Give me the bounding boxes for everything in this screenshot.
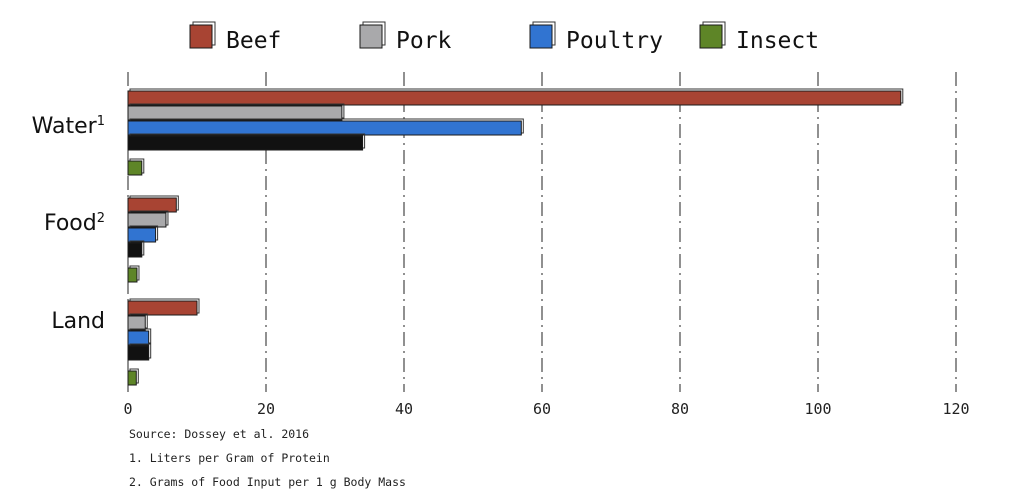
note-1: Source: Dossey et al. 2016 bbox=[129, 427, 309, 441]
note-3: 2. Grams of Food Input per 1 g Body Mass bbox=[129, 475, 406, 489]
bar-food-insect bbox=[127, 267, 138, 283]
legend-label-poultry: Poultry bbox=[566, 28, 663, 54]
note-2: 1. Liters per Gram of Protein bbox=[129, 451, 330, 465]
bar-land-insect bbox=[127, 370, 137, 386]
legend-label-pork: Pork bbox=[396, 28, 452, 54]
legend-swatch-beef bbox=[189, 24, 213, 49]
legend-swatch-pork bbox=[359, 24, 383, 49]
legend-swatch-poultry bbox=[529, 24, 553, 49]
x-tick-label-20: 20 bbox=[257, 400, 275, 418]
category-label-water: Water1 bbox=[32, 114, 105, 139]
bars bbox=[127, 88, 904, 386]
bar-land-beef bbox=[127, 300, 198, 316]
bar-food-pork bbox=[127, 212, 167, 228]
x-tick-label-120: 120 bbox=[942, 400, 969, 418]
category-label-land: Land bbox=[51, 309, 105, 334]
category-labels: Water1 Food2 Land bbox=[32, 114, 105, 334]
x-tick-label-0: 0 bbox=[123, 400, 132, 418]
legend-label-beef: Beef bbox=[226, 28, 281, 54]
bar-water-series-4 bbox=[127, 135, 364, 151]
x-tick-label-80: 80 bbox=[671, 400, 689, 418]
bar-water-insect bbox=[127, 160, 143, 176]
bar-food-beef bbox=[127, 197, 177, 213]
bar-land-series-4 bbox=[127, 345, 150, 361]
bar-water-beef bbox=[127, 90, 902, 106]
legend: Beef Pork Poultry Insect bbox=[189, 21, 819, 54]
notes: Source: Dossey et al. 2016 1. Liters per … bbox=[129, 427, 406, 489]
x-tick-label-40: 40 bbox=[395, 400, 413, 418]
x-axis-ticks: 0 20 40 60 80 100 120 bbox=[123, 400, 969, 418]
bar-food-poultry bbox=[127, 227, 157, 243]
bar-food-series-4 bbox=[127, 242, 143, 258]
bar-land-poultry bbox=[127, 330, 150, 346]
category-label-food: Food2 bbox=[44, 211, 105, 236]
x-tick-label-100: 100 bbox=[804, 400, 831, 418]
bar-water-poultry bbox=[127, 120, 522, 136]
legend-label-insect: Insect bbox=[736, 28, 819, 54]
bar-water-pork bbox=[127, 105, 343, 121]
bar-land-pork bbox=[127, 315, 146, 331]
legend-swatch-insect bbox=[699, 24, 723, 49]
x-tick-label-60: 60 bbox=[533, 400, 551, 418]
